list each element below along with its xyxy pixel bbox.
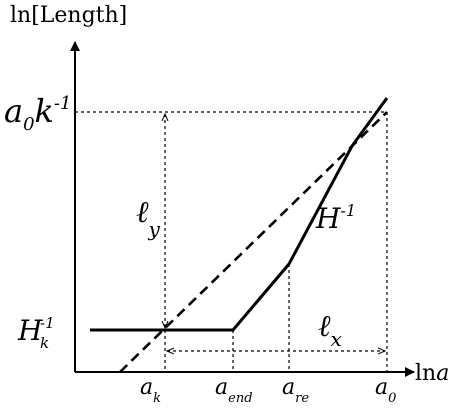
label-sup: -1 <box>340 201 356 220</box>
x-tick-base: a <box>140 375 153 400</box>
comoving-scale-line <box>119 111 388 373</box>
label-base: H <box>17 314 43 347</box>
x-axis-label-ln: ln <box>415 361 436 386</box>
label-sup: -1 <box>40 314 55 332</box>
x-tick-label: aend <box>215 375 253 406</box>
label: ℓx <box>318 309 342 351</box>
x-tick-sub: re <box>295 391 309 406</box>
label-mid: k <box>35 92 54 130</box>
label-base: ℓ <box>136 195 149 230</box>
label-base: ℓ <box>318 309 331 344</box>
x-tick-base: a <box>282 375 295 400</box>
x-axis-label: lna <box>415 361 449 386</box>
x-tick-label: are <box>282 375 309 406</box>
x-axis-label-var: a <box>436 361 449 386</box>
label-base: a <box>4 92 23 130</box>
label-sub: y <box>148 217 161 241</box>
label: H-1 <box>315 201 356 235</box>
x-tick-base: a <box>215 375 228 400</box>
y-axis-label: ln[Length] <box>10 3 127 28</box>
hubble-radius-curve <box>90 97 389 332</box>
x-tick-base: a <box>375 375 388 400</box>
x-tick-sub: k <box>153 391 161 406</box>
label-sup: -1 <box>54 93 72 114</box>
x-tick-sub: end <box>228 391 252 406</box>
label: a0k-1 <box>4 92 71 135</box>
x-tick-label: ak <box>140 375 161 406</box>
label-sub: 0 <box>23 114 34 135</box>
x-tick-label: a0 <box>375 375 396 406</box>
label: Hk -1 <box>17 314 55 352</box>
x-tick-sub: 0 <box>388 391 396 406</box>
label-base: H <box>315 202 341 235</box>
label: ℓy <box>136 195 161 241</box>
label-sub: x <box>331 327 342 351</box>
label-sub: k <box>40 334 49 352</box>
